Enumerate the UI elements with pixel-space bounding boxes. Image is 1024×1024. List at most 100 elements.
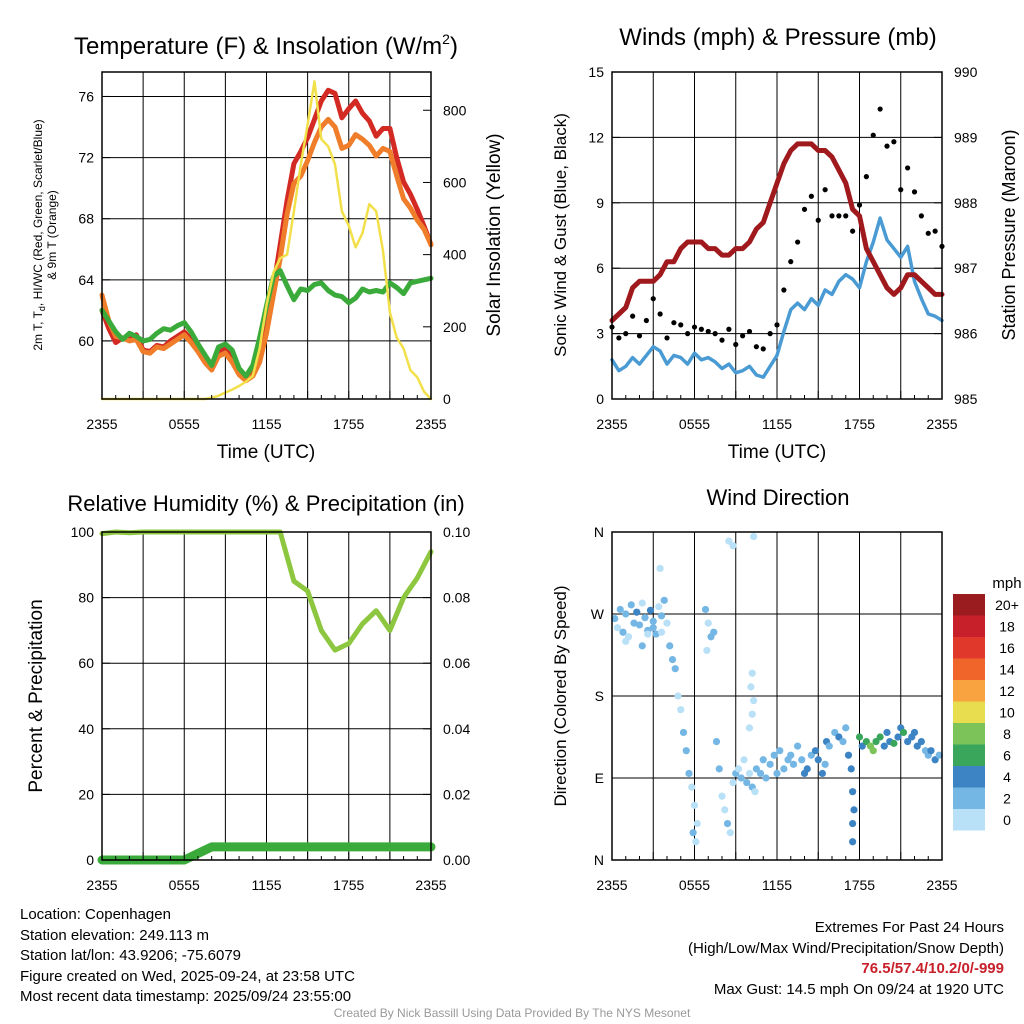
gust-point [843,213,849,219]
gust-point [774,322,780,328]
direction-point [729,542,737,550]
y-tick-label: 60 [78,333,94,349]
y-right-tick-label: 0.10 [443,524,470,540]
direction-point [869,747,877,755]
direction-point [927,747,935,755]
gust-point [616,335,622,341]
winds-panel: Winds (mph) & Pressure (mb) 2355 0555 1155… [551,24,1019,463]
direction-point [880,742,888,750]
direction-point [745,769,754,778]
direction-point [740,756,748,764]
direction-point [726,829,734,837]
gust-point [623,331,629,337]
x-tick-label: 1755 [844,416,875,432]
temperature-xlabel: Time (UTC) [217,442,316,463]
gust-point [636,333,643,339]
gust-point [760,346,766,352]
direction-point [849,838,857,846]
direction-point [842,724,850,732]
wind-direction-panel: Wind Direction 2355 0555 1155 1755 2355 N E S W N… [551,485,1022,893]
gust-point [932,228,938,234]
winds-series [609,106,945,379]
direction-point [619,628,627,636]
x-tick-label: 2355 [926,877,957,893]
direction-point [737,774,745,782]
temperature-series [99,80,434,401]
wind-direction-points [611,532,943,846]
series-9m-t [99,116,434,384]
gust-point [650,296,656,302]
direction-point [743,778,751,787]
direction-point [787,751,795,759]
y-tick-label: 6 [596,260,604,276]
y-tick-label: N [594,852,604,868]
pressure-ylabel: Station Pressure (Maroon) [999,129,1019,340]
direction-point [850,806,858,814]
direction-point [776,747,784,755]
direction-point [657,612,666,620]
y-right-tick-label: 990 [954,64,978,80]
direction-point [657,628,666,636]
direction-point [734,765,743,773]
y-tick-label: S [595,688,604,704]
legend-swatch [953,787,985,809]
temperature-grid [102,72,431,399]
gust-point [671,320,677,326]
direction-point [748,710,756,718]
direction-point [649,624,657,632]
direction-point [910,728,919,737]
legend-swatch [953,680,985,702]
gust-point [884,143,890,149]
direction-point [803,765,811,773]
direction-point [855,733,864,741]
direction-point [611,614,619,623]
temperature-ticks: 2355 0555 1155 1755 2355 60 64 68 72 76 0 200 400 600… [78,88,466,432]
station-info: Location: Copenhagen Station elevation: … [20,905,355,1008]
direction-point [704,619,712,627]
direction-point [913,742,921,750]
direction-point [677,706,685,714]
direction-point [770,751,778,759]
humidity-title: Relative Humidity (%) & Precipitation (i… [67,491,464,516]
direction-point [630,619,638,627]
x-tick-label: 1155 [762,877,792,893]
direction-point [750,696,758,705]
direction-point [814,756,822,764]
x-tick-label: 0555 [169,416,200,432]
credit-line: Created By Nick Bassill Using Data Provi… [333,1006,691,1020]
gust-point [726,326,732,332]
y-tick-label: 20 [78,786,94,802]
direction-point [635,621,644,629]
legend-swatch [953,658,985,680]
direction-point [644,630,652,638]
recent-timestamp: Most recent data timestamp: 2025/09/24 2… [20,988,352,1005]
gust-point [753,344,759,350]
legend-swatch [953,637,985,659]
y-right-tick-label: 985 [954,391,978,407]
direction-point [748,669,756,677]
direction-point [638,599,646,607]
humidity-ticks: 2355 0555 1155 1755 2355 0 20 40 60 80 100 0.00 0.02… [71,524,471,893]
x-tick-label: 2355 [415,877,446,893]
direction-point [894,733,902,741]
direction-point [660,596,668,604]
y-right-tick-label: 987 [954,260,978,276]
legend-swatch [953,744,985,766]
direction-point [849,788,857,796]
y-right-tick-label: 986 [954,326,978,342]
gust-point [870,132,876,138]
direction-point [752,765,760,773]
direction-point [622,637,630,645]
y-right-tick-label: 989 [954,129,978,145]
direction-point [759,756,767,764]
legend-swatch [953,594,985,616]
gust-point [836,213,842,219]
direction-point [825,742,833,750]
direction-point [831,728,839,737]
gust-point [664,335,670,341]
direction-point [931,756,939,764]
legend-label: 14 [999,661,1015,677]
humidity-ylabel: Percent & Precipitation [26,599,47,792]
y-tick-label: 12 [588,129,604,145]
winds-xlabel: Time (UTC) [728,442,827,463]
